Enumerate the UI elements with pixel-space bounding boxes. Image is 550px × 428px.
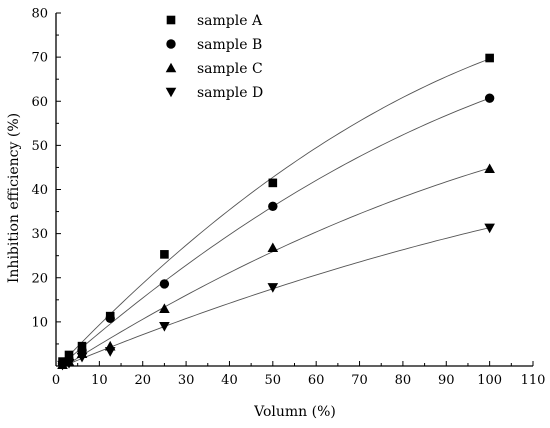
y-tick-label: 60 xyxy=(31,95,48,110)
y-tick-label: 10 xyxy=(31,315,48,330)
data-points xyxy=(57,53,495,371)
data-point xyxy=(268,201,278,211)
data-point xyxy=(159,321,170,332)
y-tick-label: 80 xyxy=(31,7,48,22)
x-tick-label: 110 xyxy=(521,373,546,388)
data-point xyxy=(267,283,279,293)
x-tick-label: 30 xyxy=(178,373,195,388)
data-point xyxy=(485,53,494,63)
y-tick-label: 20 xyxy=(31,271,48,286)
fit-curve-3 xyxy=(62,167,490,367)
x-tick-label: 90 xyxy=(438,373,455,388)
legend-label: sample C xyxy=(197,61,263,77)
y-axis-title: Inhibition efficiency (%) xyxy=(6,113,22,283)
data-point xyxy=(159,279,170,289)
fit-curve-4 xyxy=(62,227,490,367)
fit-curves xyxy=(62,58,490,367)
legend-marker xyxy=(166,39,176,49)
x-tick-label: 100 xyxy=(477,373,502,388)
data-point xyxy=(484,93,495,103)
x-tick-label: 50 xyxy=(265,373,282,388)
data-point xyxy=(63,359,75,369)
data-point xyxy=(159,303,170,313)
legend-label: sample D xyxy=(197,85,263,101)
data-point xyxy=(104,347,116,357)
legend-marker xyxy=(165,87,177,98)
x-tick-label: 60 xyxy=(308,373,325,388)
x-tick-label: 20 xyxy=(134,373,151,388)
legend-label: sample B xyxy=(197,37,262,53)
legend-marker xyxy=(165,62,177,73)
y-tick-label: 30 xyxy=(31,227,48,242)
legend: sample A sample B sample C sample D xyxy=(165,13,263,101)
x-tick-label: 70 xyxy=(351,373,368,388)
y-ticks: 10 20 30 40 50 60 70 80 xyxy=(31,7,61,345)
data-point xyxy=(105,313,115,324)
y-tick-label: 40 xyxy=(31,183,48,198)
axes xyxy=(55,13,533,367)
data-point xyxy=(57,360,68,371)
data-point xyxy=(76,352,88,363)
legend-label: sample A xyxy=(197,13,263,29)
data-point xyxy=(268,178,278,188)
legend-marker xyxy=(166,15,176,25)
x-ticks: 0 10 20 30 40 50 60 70 80 90 100 110 xyxy=(52,361,546,388)
fit-curve-1 xyxy=(62,58,490,363)
x-tick-label: 40 xyxy=(221,373,238,388)
data-point xyxy=(484,163,495,174)
y-tick-label: 50 xyxy=(31,139,48,154)
fit-curve-2 xyxy=(62,97,490,365)
data-point xyxy=(484,223,495,234)
x-tick-label: 10 xyxy=(91,373,108,388)
x-tick-label: 80 xyxy=(395,373,412,388)
y-tick-label: 70 xyxy=(31,51,48,66)
data-point xyxy=(267,242,279,253)
x-axis-title: Volumn (%) xyxy=(253,404,336,420)
x-tick-label: 0 xyxy=(52,373,60,388)
data-point xyxy=(160,250,169,259)
